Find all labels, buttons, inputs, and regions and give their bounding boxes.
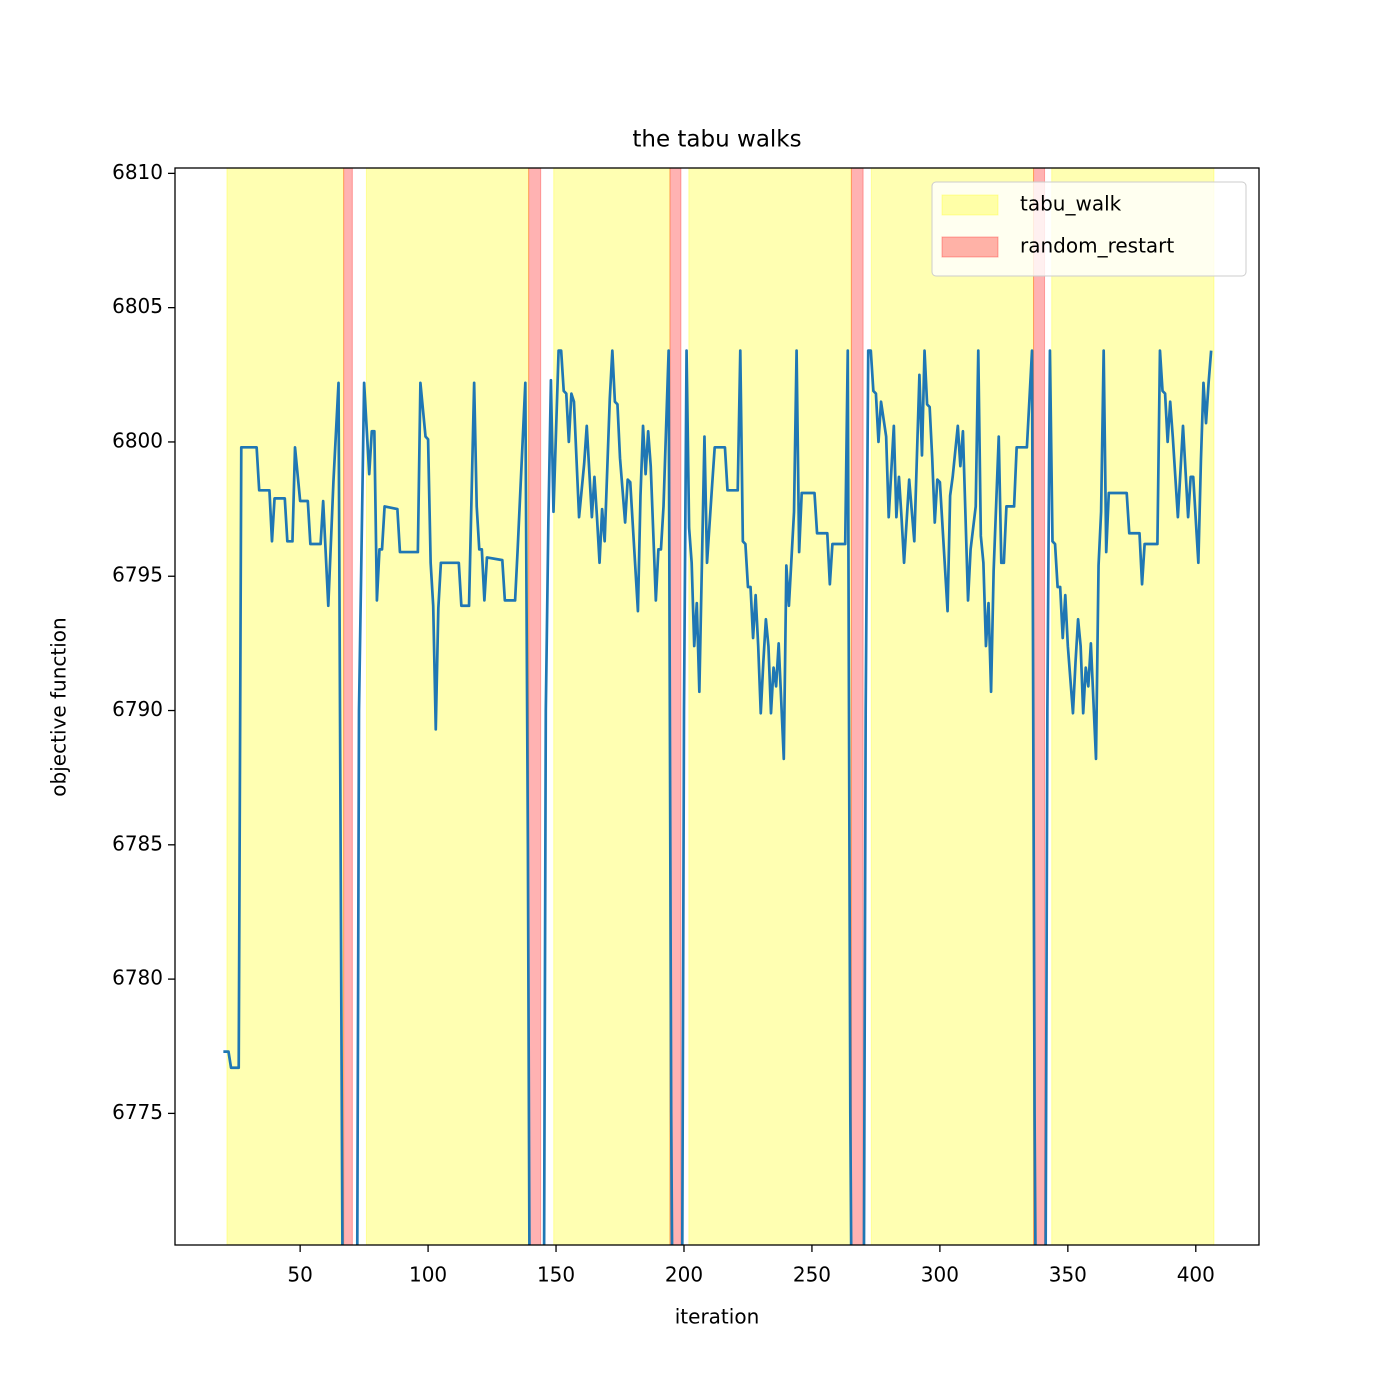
span (528, 168, 542, 1245)
span (870, 168, 1035, 1245)
y-tick-label: 6785 (112, 831, 163, 855)
axes-frame (174, 167, 1260, 1246)
y-tick-label: 6810 (112, 160, 163, 184)
legend-box (931, 181, 1247, 277)
legend-label: random_restart (1020, 234, 1174, 258)
x-tick-label: 250 (793, 1263, 831, 1287)
y-tick-label: 6805 (112, 294, 163, 318)
legend-label: tabu_walk (1020, 192, 1122, 216)
span (1051, 168, 1215, 1245)
y-tick-label: 6780 (112, 966, 163, 990)
x-tick-label: 400 (1177, 1263, 1215, 1287)
y-tick-label: 6795 (112, 563, 163, 587)
span (226, 168, 345, 1245)
x-axis-label: iteration (675, 1305, 760, 1329)
chart-title: the tabu walks (632, 127, 801, 153)
plot-area (223, 168, 1215, 1245)
y-tick-label: 6775 (112, 1100, 163, 1124)
x-tick-label: 100 (409, 1263, 447, 1287)
x-tick-label: 200 (665, 1263, 703, 1287)
span (365, 168, 530, 1245)
y-axis-label: objective function (47, 617, 71, 796)
legend-swatch (941, 194, 999, 216)
span (553, 168, 671, 1245)
span (343, 168, 353, 1245)
x-tick-label: 150 (537, 1263, 575, 1287)
legend-swatch (941, 236, 999, 258)
x-tick-label: 50 (287, 1263, 312, 1287)
y-tick-label: 6790 (112, 697, 163, 721)
data-line (223, 349, 1213, 1245)
x-tick-label: 350 (1049, 1263, 1087, 1287)
x-tick-label: 300 (921, 1263, 959, 1287)
y-tick-label: 6800 (112, 428, 163, 452)
span (850, 168, 864, 1245)
